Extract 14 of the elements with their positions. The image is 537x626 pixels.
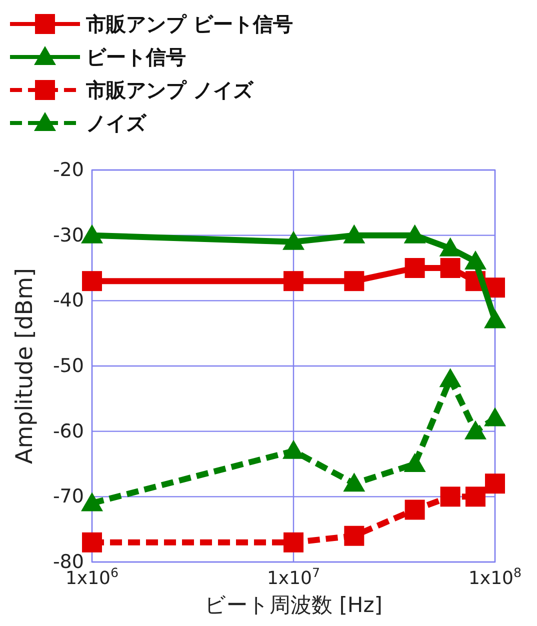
y-tick-label: -40 (52, 290, 84, 312)
x-tick-label: 1x10$^{8}$ (468, 564, 522, 589)
y-tick-label: -20 (52, 159, 84, 181)
y-tick-label: -60 (52, 420, 84, 442)
y-tick-label: -50 (52, 355, 84, 377)
y-tick-label: -30 (52, 224, 84, 246)
legend-label: ビート信号 (86, 45, 186, 69)
legend-label: ノイズ (86, 111, 147, 135)
y-tick-label: -70 (52, 486, 84, 508)
x-tick-label: 1x10$^{7}$ (266, 564, 320, 589)
y-axis-title: Amplitude [dBm] (12, 268, 38, 464)
legend-label: 市販アンプ ノイズ (85, 78, 254, 102)
legend-label: 市販アンプ ビート信号 (85, 12, 293, 36)
x-axis-title: ビート周波数 [Hz] (204, 593, 382, 617)
